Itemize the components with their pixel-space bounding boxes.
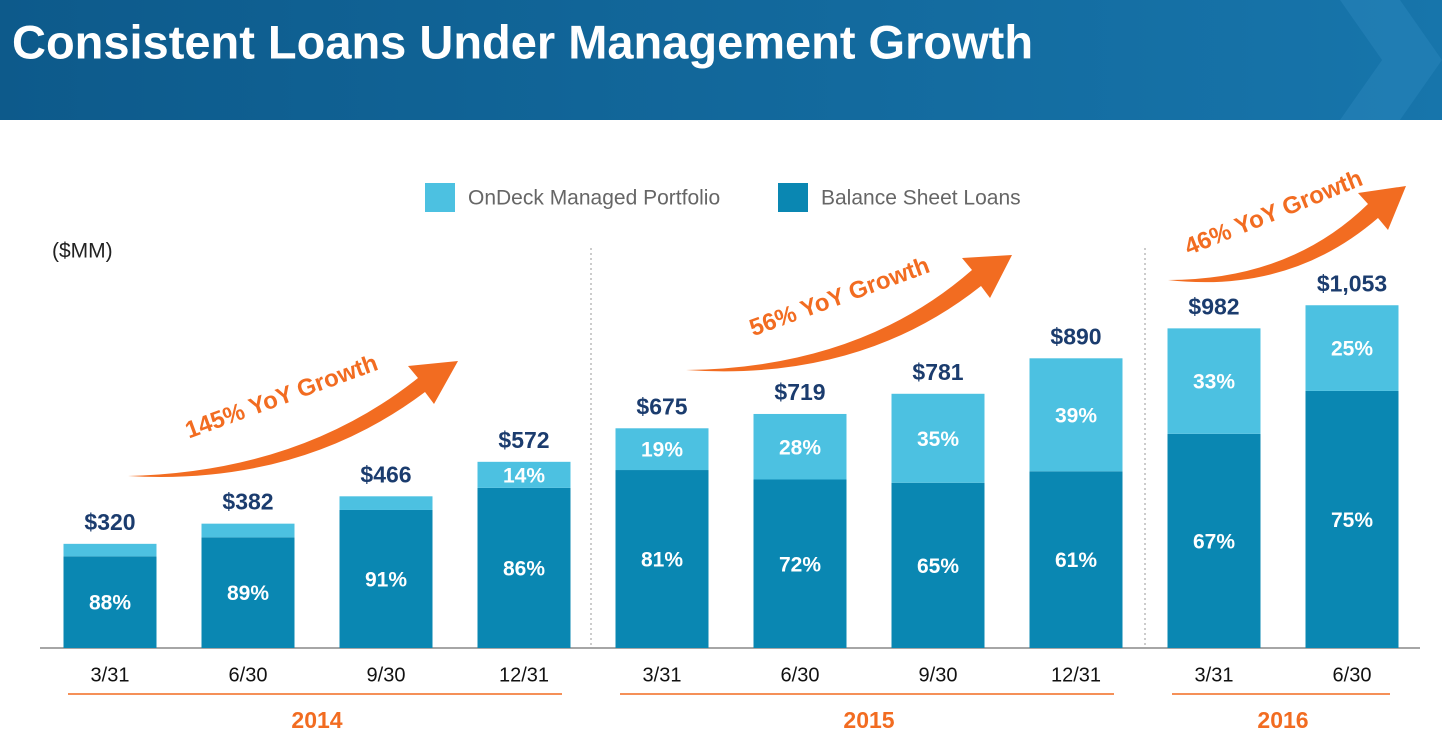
x-tick-label: 3/31 <box>643 664 682 686</box>
bar-segment <box>201 523 295 538</box>
bar-segment <box>1305 390 1399 648</box>
growth-arrow <box>1168 186 1406 283</box>
segment-label: 91% <box>365 569 407 592</box>
group-label: 2015 <box>843 707 894 733</box>
unit-label: ($MM) <box>52 240 113 263</box>
bar-segment <box>753 413 847 480</box>
legend-label: OnDeck Managed Portfolio <box>468 187 720 210</box>
bar-segment <box>1305 305 1399 391</box>
segment-label: 72% <box>779 553 821 576</box>
bar-segment <box>339 509 433 648</box>
header-chevron <box>1340 0 1442 120</box>
total-label: $382 <box>222 489 273 515</box>
bar-segment <box>615 428 709 471</box>
group-label: 2014 <box>291 707 342 733</box>
segment-label: 19% <box>641 439 683 462</box>
segment-label: 65% <box>917 555 959 578</box>
x-tick-label: 6/30 <box>229 664 268 686</box>
legend-label: Balance Sheet Loans <box>821 187 1021 210</box>
x-tick-label: 6/30 <box>781 664 820 686</box>
bar-segment <box>201 537 295 648</box>
segment-label: 61% <box>1055 549 1097 572</box>
x-tick-label: 12/31 <box>1051 664 1101 686</box>
bar-segment <box>339 496 433 510</box>
segment-label: 28% <box>779 436 821 459</box>
total-label: $320 <box>84 509 135 535</box>
segment-label: 67% <box>1193 530 1235 553</box>
x-tick-label: 3/31 <box>1195 664 1234 686</box>
header-band <box>0 0 1442 120</box>
segment-label: 33% <box>1193 371 1235 394</box>
total-label: $1,053 <box>1317 270 1387 296</box>
x-tick-label: 9/30 <box>367 664 406 686</box>
segment-label: 75% <box>1331 509 1373 532</box>
total-label: $719 <box>774 379 825 405</box>
segment-label: 86% <box>503 557 545 580</box>
bar-segment <box>1167 433 1261 648</box>
bar-segment <box>63 543 157 557</box>
bar-segment <box>615 470 709 648</box>
chart-title: Consistent Loans Under Management Growth <box>12 15 1033 68</box>
bar-segment <box>477 487 571 648</box>
segment-label: 88% <box>89 592 131 615</box>
x-tick-label: 12/31 <box>499 664 549 686</box>
segment-label: 25% <box>1331 338 1373 361</box>
growth-arrow <box>686 255 1012 372</box>
x-tick-label: 9/30 <box>919 664 958 686</box>
legend-swatch <box>425 183 455 212</box>
group-label: 2016 <box>1257 707 1308 733</box>
bar-segment <box>891 482 985 648</box>
bar-segment <box>63 556 157 648</box>
bar-segment <box>1029 471 1123 648</box>
total-label: $982 <box>1188 293 1239 319</box>
bar-segment <box>891 393 985 483</box>
total-label: $466 <box>360 461 411 487</box>
segment-label: 81% <box>641 549 683 572</box>
bar-segment <box>1029 358 1123 472</box>
segment-label: 35% <box>917 428 959 451</box>
segment-label: 39% <box>1055 404 1097 427</box>
bar-segment <box>1167 328 1261 434</box>
legend-swatch <box>778 183 808 212</box>
x-tick-label: 6/30 <box>1333 664 1372 686</box>
total-label: $781 <box>912 359 963 385</box>
growth-arrow <box>128 361 458 477</box>
bar-segment <box>477 461 571 488</box>
segment-label: 14% <box>503 464 545 487</box>
segment-label: 89% <box>227 582 269 605</box>
total-label: $675 <box>636 393 687 419</box>
x-tick-label: 3/31 <box>91 664 130 686</box>
bar-segment <box>753 479 847 648</box>
total-label: $890 <box>1050 323 1101 349</box>
total-label: $572 <box>498 427 549 453</box>
